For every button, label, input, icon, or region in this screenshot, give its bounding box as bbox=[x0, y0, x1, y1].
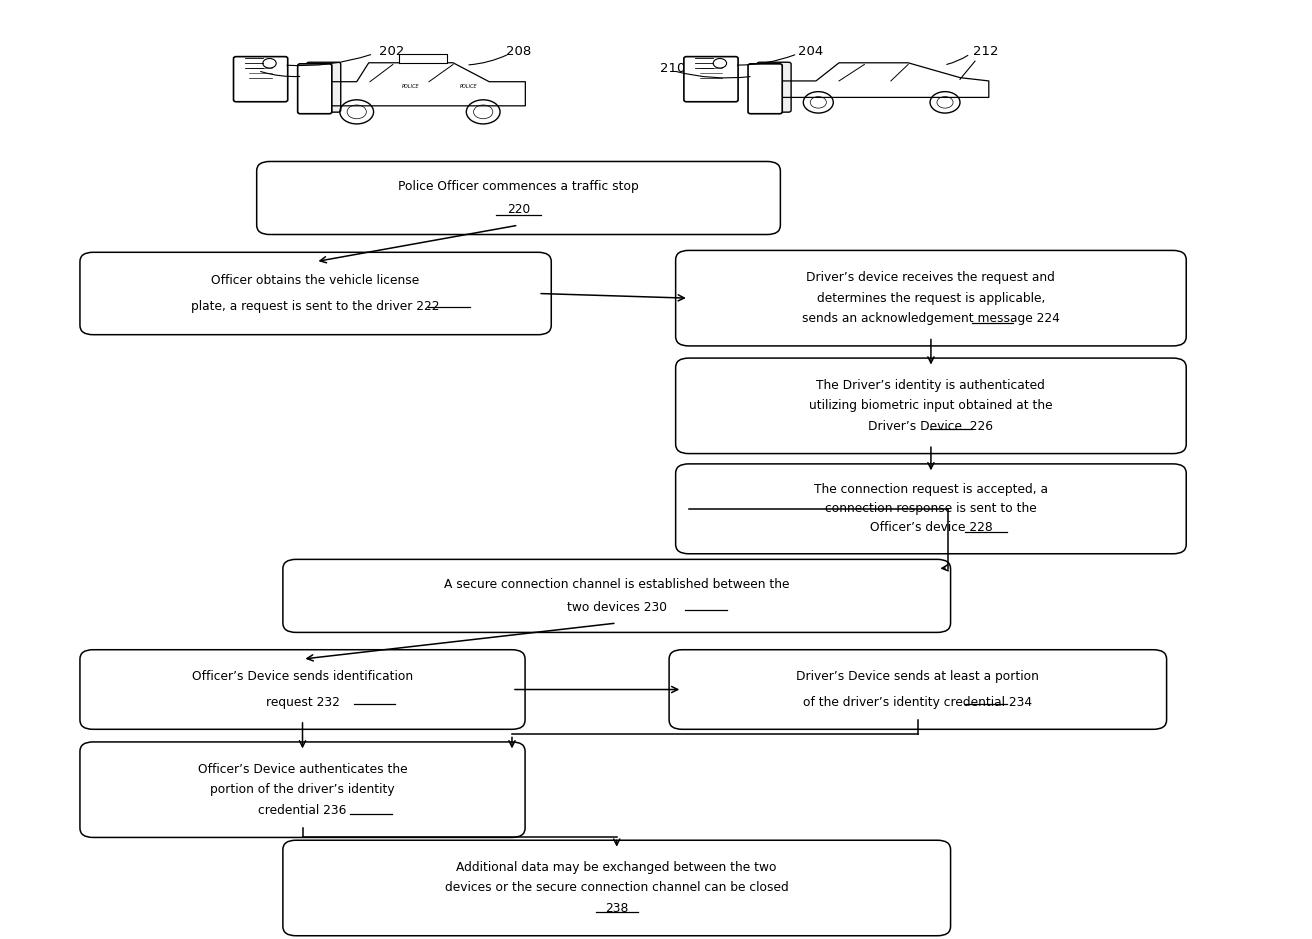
Text: Driver’s Device  226: Driver’s Device 226 bbox=[869, 420, 993, 433]
Text: A secure connection channel is established between the: A secure connection channel is establish… bbox=[443, 577, 790, 591]
Text: Driver’s Device sends at least a portion: Driver’s Device sends at least a portion bbox=[796, 670, 1039, 684]
Text: determines the request is applicable,: determines the request is applicable, bbox=[817, 292, 1046, 304]
Text: Officer’s Device sends identification: Officer’s Device sends identification bbox=[192, 670, 413, 684]
FancyBboxPatch shape bbox=[80, 253, 551, 334]
FancyBboxPatch shape bbox=[307, 62, 341, 112]
Text: 208: 208 bbox=[506, 45, 531, 58]
FancyBboxPatch shape bbox=[283, 560, 951, 632]
FancyBboxPatch shape bbox=[80, 742, 525, 838]
FancyBboxPatch shape bbox=[676, 464, 1186, 554]
FancyBboxPatch shape bbox=[757, 62, 791, 112]
Text: 206: 206 bbox=[245, 62, 270, 75]
Polygon shape bbox=[320, 63, 525, 106]
Text: request 232: request 232 bbox=[265, 696, 340, 709]
Text: POLICE: POLICE bbox=[401, 84, 420, 88]
Text: Officer’s device 228: Officer’s device 228 bbox=[870, 521, 992, 534]
Polygon shape bbox=[782, 63, 989, 98]
Text: connection response is sent to the: connection response is sent to the bbox=[825, 502, 1036, 516]
Text: 238: 238 bbox=[605, 902, 628, 915]
Text: Additional data may be exchanged between the two: Additional data may be exchanged between… bbox=[457, 861, 777, 874]
Text: Driver’s device receives the request and: Driver’s device receives the request and bbox=[807, 271, 1055, 285]
Text: The connection request is accepted, a: The connection request is accepted, a bbox=[813, 484, 1048, 497]
Text: sends an acknowledgement message 224: sends an acknowledgement message 224 bbox=[802, 312, 1060, 325]
Text: Police Officer commences a traffic stop: Police Officer commences a traffic stop bbox=[398, 180, 639, 193]
Text: credential 236: credential 236 bbox=[258, 804, 346, 817]
Text: 204: 204 bbox=[798, 45, 823, 58]
Text: portion of the driver’s identity: portion of the driver’s identity bbox=[210, 783, 395, 796]
FancyBboxPatch shape bbox=[684, 56, 739, 101]
Text: plate, a request is sent to the driver 222: plate, a request is sent to the driver 2… bbox=[192, 300, 440, 314]
Text: two devices 230: two devices 230 bbox=[567, 601, 666, 614]
Text: POLICE: POLICE bbox=[461, 84, 478, 88]
Text: devices or the secure connection channel can be closed: devices or the secure connection channel… bbox=[445, 882, 789, 895]
Text: of the driver’s identity credential 234: of the driver’s identity credential 234 bbox=[803, 696, 1033, 709]
Text: Officer’s Device authenticates the: Officer’s Device authenticates the bbox=[198, 762, 407, 776]
FancyBboxPatch shape bbox=[748, 64, 782, 114]
Text: 210: 210 bbox=[660, 62, 686, 75]
FancyBboxPatch shape bbox=[676, 358, 1186, 454]
Text: 220: 220 bbox=[506, 203, 530, 216]
FancyBboxPatch shape bbox=[669, 650, 1166, 730]
FancyBboxPatch shape bbox=[80, 650, 525, 730]
FancyBboxPatch shape bbox=[298, 64, 332, 114]
FancyBboxPatch shape bbox=[676, 251, 1186, 346]
Text: utilizing biometric input obtained at the: utilizing biometric input obtained at th… bbox=[810, 399, 1052, 412]
Polygon shape bbox=[399, 54, 447, 63]
FancyBboxPatch shape bbox=[257, 162, 781, 235]
FancyBboxPatch shape bbox=[283, 840, 951, 936]
Text: The Driver’s identity is authenticated: The Driver’s identity is authenticated bbox=[816, 378, 1046, 392]
Text: Officer obtains the vehicle license: Officer obtains the vehicle license bbox=[211, 273, 420, 286]
FancyBboxPatch shape bbox=[234, 56, 287, 101]
Text: 202: 202 bbox=[379, 45, 404, 58]
Text: 212: 212 bbox=[974, 45, 998, 58]
